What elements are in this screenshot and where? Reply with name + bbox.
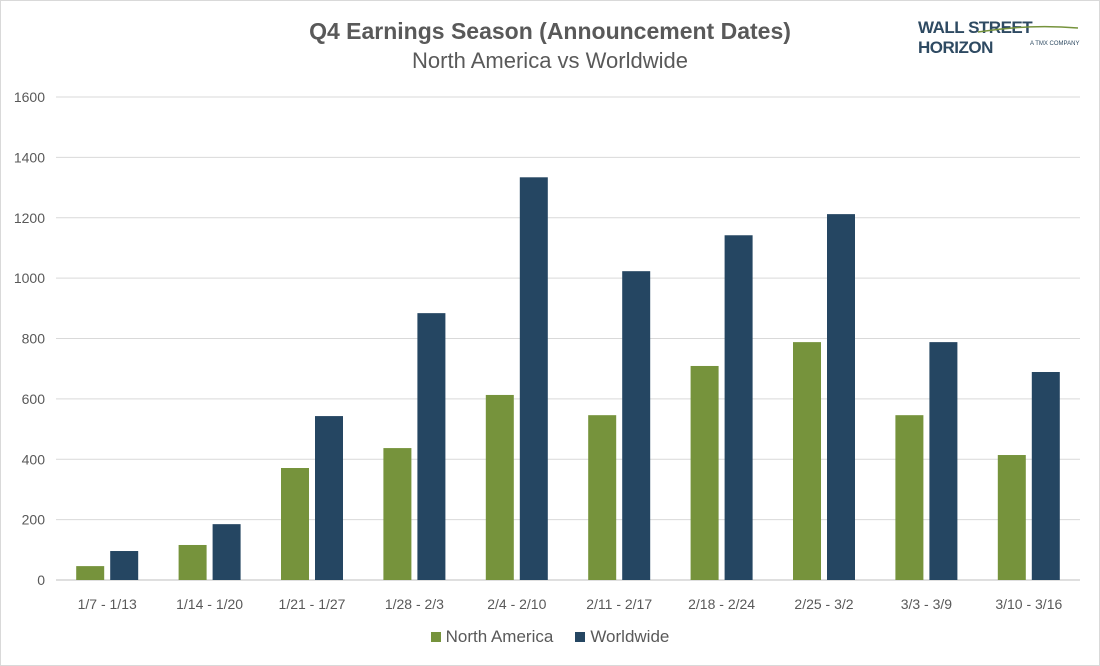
legend-swatch-north-america [430, 632, 441, 642]
chart-subtitle: North America vs Worldwide [412, 48, 688, 73]
logo-text: WALL STREET HORIZON [918, 18, 1033, 57]
y-tick-label: 1400 [14, 149, 45, 165]
x-tick-label: 1/7 - 1/13 [78, 596, 137, 612]
bar-worldwide [417, 313, 446, 580]
legend-item-worldwide: Worldwide [575, 627, 669, 647]
x-tick-label: 1/14 - 1/20 [176, 596, 243, 612]
bar-worldwide [110, 551, 139, 580]
logo-subtext: A TMX COMPANY [1030, 41, 1080, 47]
bar-worldwide [519, 177, 548, 580]
bar-north-america [690, 365, 719, 580]
bar-north-america [76, 566, 105, 580]
bar-north-america [588, 415, 617, 580]
y-tick-label: 600 [22, 391, 46, 407]
y-tick-label: 1600 [14, 89, 45, 105]
x-tick-label: 3/3 - 3/9 [901, 596, 953, 612]
legend-label: North America [445, 627, 554, 646]
y-tick-label: 800 [22, 331, 46, 347]
y-tick-label: 200 [22, 512, 46, 528]
y-tick-label: 0 [37, 572, 45, 588]
bar-north-america [997, 455, 1026, 580]
y-tick-label: 1000 [14, 270, 45, 286]
x-tick-label: 2/25 - 3/2 [794, 596, 853, 612]
legend: North America Worldwide [0, 627, 1100, 647]
bar-north-america [281, 468, 309, 580]
bar-worldwide [1031, 372, 1060, 580]
legend-item-north-america: North America [430, 627, 554, 647]
bar-worldwide [622, 271, 651, 580]
x-tick-label: 1/21 - 1/27 [279, 596, 346, 612]
logo-swoosh-icon [977, 25, 1078, 33]
bar-north-america [895, 415, 924, 580]
x-tick-label: 3/10 - 3/16 [995, 596, 1062, 612]
bar-north-america [485, 394, 514, 580]
wall-street-horizon-logo: WALL STREET HORIZON A TMX COMPANY [918, 18, 1100, 58]
x-tick-label: 2/4 - 2/10 [487, 596, 546, 612]
bar-worldwide [212, 524, 241, 580]
y-tick-label: 400 [22, 451, 46, 467]
bar-worldwide [315, 416, 343, 580]
x-tick-label: 2/11 - 2/17 [586, 596, 652, 612]
bar-worldwide [724, 235, 753, 581]
bar-north-america [383, 448, 412, 580]
bar-worldwide [929, 342, 958, 580]
chart-title: Q4 Earnings Season (Announcement Dates) [309, 18, 791, 44]
x-tick-label: 2/18 - 2/24 [688, 596, 755, 612]
legend-label: Worldwide [590, 627, 670, 646]
y-tick-label: 1200 [14, 210, 45, 226]
bar-north-america [178, 544, 207, 580]
x-tick-label: 1/28 - 2/3 [385, 596, 444, 612]
bar-worldwide [827, 214, 855, 580]
bar-north-america [793, 342, 821, 580]
legend-swatch-worldwide [575, 632, 586, 642]
